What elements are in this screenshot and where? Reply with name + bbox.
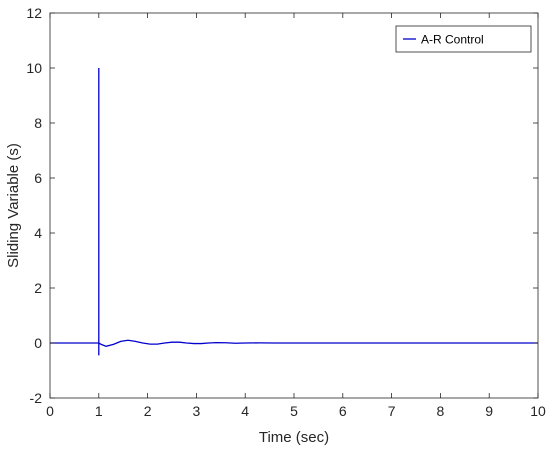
plot-background	[50, 13, 538, 398]
x-tick-label: 10	[530, 403, 546, 419]
plot-area	[50, 13, 538, 398]
x-tick-label: 2	[144, 403, 152, 419]
y-tick-label: 4	[34, 225, 42, 241]
legend: A-R Control	[395, 25, 532, 53]
x-tick-label: 4	[241, 403, 249, 419]
y-tick-label: 0	[34, 335, 42, 351]
y-axis-label: Sliding Variable (s)	[5, 143, 22, 268]
x-tick-label: 1	[95, 403, 103, 419]
y-tick-label: 8	[34, 115, 42, 131]
x-tick-label: 8	[437, 403, 445, 419]
y-tick-label: 6	[34, 170, 42, 186]
x-tick-label: 7	[388, 403, 396, 419]
series-layer	[50, 68, 538, 356]
x-tick-label: 9	[485, 403, 493, 419]
y-tick-label: -2	[30, 390, 43, 406]
x-axis-label: Time (sec)	[259, 429, 329, 446]
x-tick-label: 3	[193, 403, 201, 419]
x-tick-label: 5	[290, 403, 298, 419]
x-tick-label: 6	[339, 403, 347, 419]
legend-box	[395, 25, 532, 53]
legend-label-a-r-control: A-R Control	[421, 33, 484, 47]
x-tick-label: 0	[46, 403, 54, 419]
y-tick-label: 10	[26, 60, 42, 76]
series-line-0	[50, 68, 538, 356]
y-tick-label: 2	[34, 280, 42, 296]
y-tick-label: 12	[26, 5, 42, 21]
